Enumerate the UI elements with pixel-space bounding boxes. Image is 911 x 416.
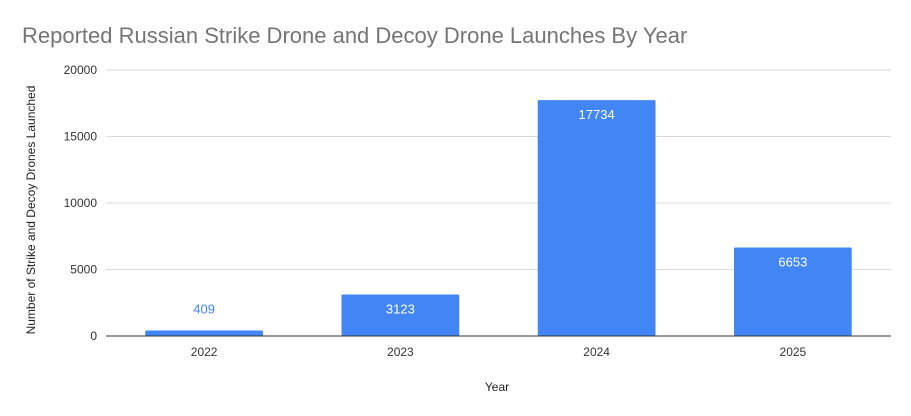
data-label-2022: 409: [193, 302, 215, 317]
x-axis-ticks: 2022 2023 2024 2025: [191, 345, 807, 359]
x-tick-label: 2025: [780, 345, 807, 359]
y-tick-label: 0: [90, 329, 97, 343]
bar-2022: [145, 330, 263, 336]
y-tick-label: 15000: [64, 130, 98, 144]
x-tick-label: 2022: [191, 345, 218, 359]
y-tick-label: 5000: [70, 263, 97, 277]
bars: 409 3123 17734 6653: [145, 100, 852, 336]
y-tick-label: 10000: [64, 196, 98, 210]
x-tick-label: 2023: [387, 345, 414, 359]
bar-2023: [341, 294, 460, 336]
y-tick-label: 20000: [64, 63, 98, 77]
gridlines: [106, 69, 891, 270]
y-axis-label: Number of Strike and Decoy Drones Launch…: [24, 86, 38, 335]
x-tick-label: 2024: [583, 345, 610, 359]
y-axis-ticks: 0 5000 10000 15000 20000: [64, 63, 98, 343]
bar-2024: [537, 100, 656, 336]
x-axis-label: Year: [485, 380, 509, 394]
chart-title: Reported Russian Strike Drone and Decoy …: [22, 23, 687, 48]
data-label-2023: 3123: [386, 301, 415, 316]
data-label-2024: 17734: [579, 107, 615, 122]
data-label-2025: 6653: [778, 255, 807, 270]
bar-2025: [734, 247, 852, 336]
